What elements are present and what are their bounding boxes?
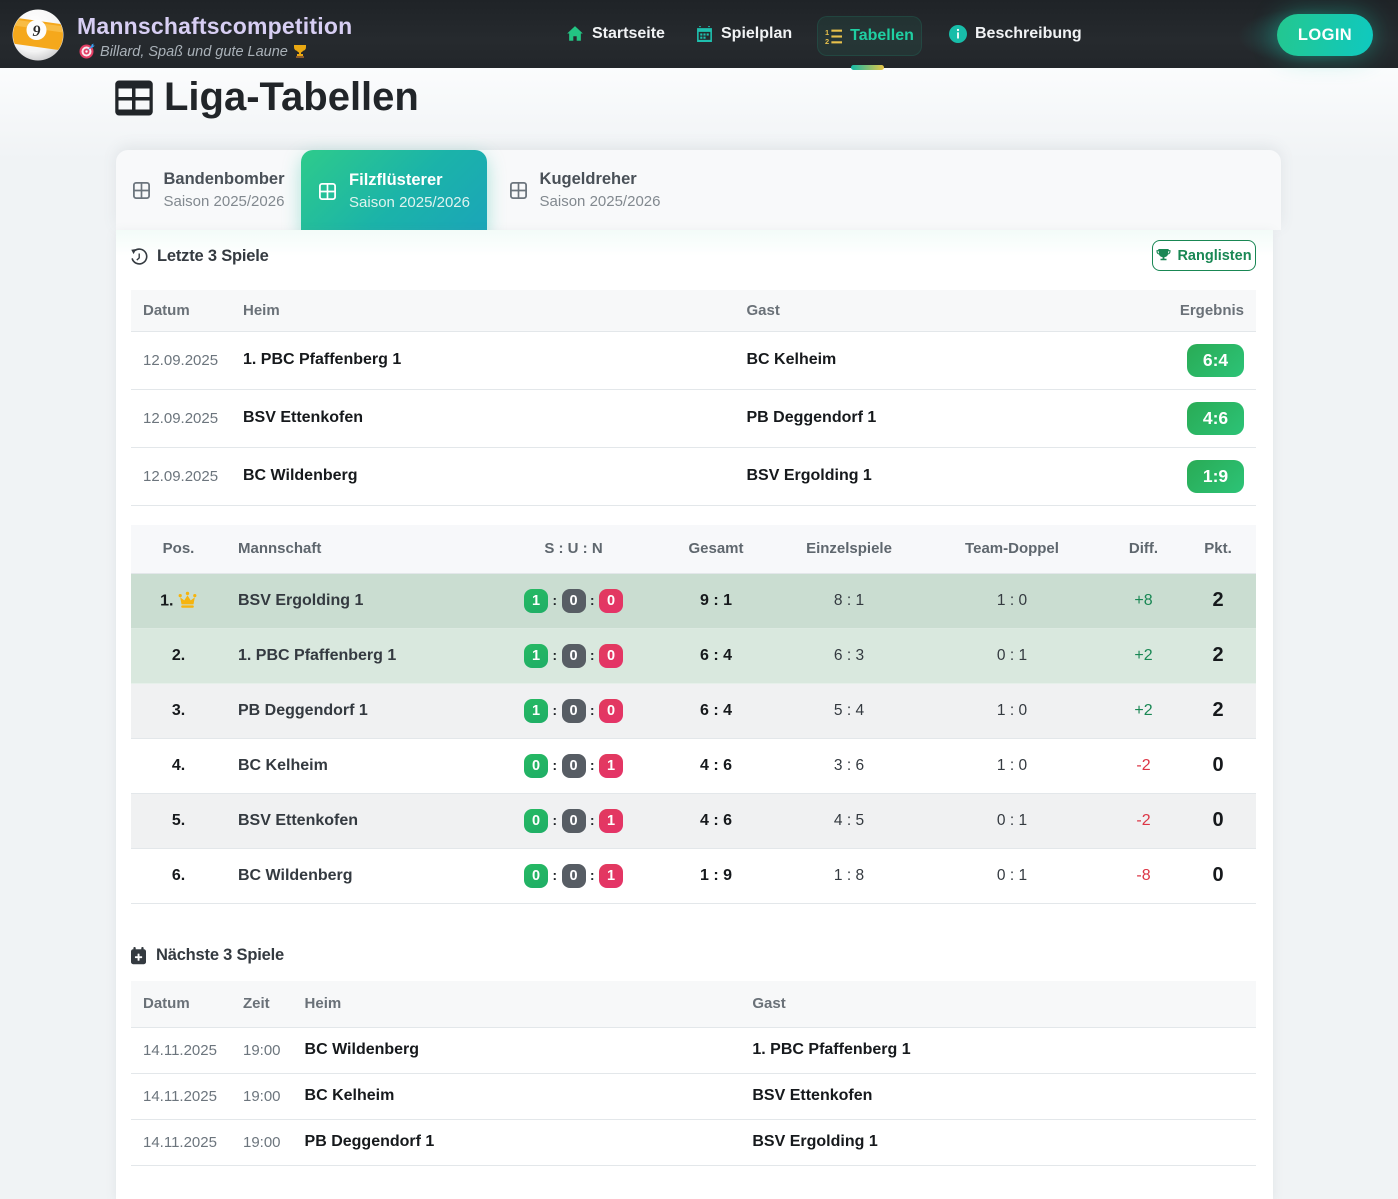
svg-text:9: 9 — [33, 23, 41, 40]
svg-text:2: 2 — [825, 36, 829, 44]
svg-text:1: 1 — [825, 28, 829, 37]
